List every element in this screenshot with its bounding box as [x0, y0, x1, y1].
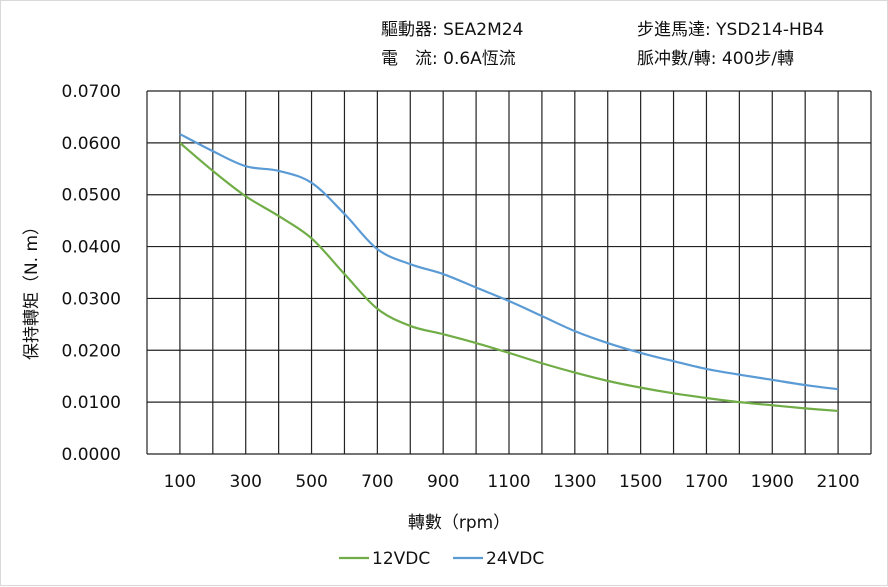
x-axis-title: 轉數（rpm） [408, 513, 510, 533]
x-tick-label: 1300 [553, 472, 596, 492]
motor-info: 步進馬達: YSD214-HB4 [637, 15, 824, 40]
y-tick-label: 0.0600 [62, 134, 121, 154]
y-tick-label: 0.0700 [62, 82, 121, 102]
grid [146, 90, 872, 455]
y-tick-label: 0.0300 [62, 289, 121, 309]
legend-label: 12VDC [372, 549, 430, 569]
x-tick-label: 700 [361, 472, 393, 492]
pulse-value: 400步/轉 [721, 49, 795, 69]
y-tick-label: 0.0500 [62, 186, 121, 206]
series-lines [179, 133, 839, 413]
legend: 12VDC 24VDC [339, 549, 544, 569]
series-line-24vdc [179, 133, 839, 391]
legend-label: 24VDC [486, 549, 544, 569]
y-tick-label: 0.0400 [62, 238, 121, 258]
current-label: 電 流: [381, 49, 438, 69]
x-tick-label: 900 [427, 472, 459, 492]
x-tick-label: 1100 [487, 472, 530, 492]
driver-info: 驅動器: SEA2M24 [381, 15, 523, 40]
y-axis-title: 保持轉矩（N. m） [22, 218, 42, 360]
driver-value: SEA2M24 [443, 20, 524, 40]
driver-label: 驅動器: [381, 20, 438, 40]
motor-label: 步進馬達: [637, 20, 711, 40]
x-tick-label: 100 [164, 472, 196, 492]
y-tick-label: 0.0100 [62, 393, 121, 413]
pulse-info: 脈冲數/轉: 400步/轉 [637, 44, 794, 69]
series-line-12vdc [179, 142, 839, 413]
x-tick-label: 1500 [619, 472, 662, 492]
x-tick-label: 1700 [685, 472, 728, 492]
x-tick-label: 300 [230, 472, 262, 492]
current-value: 0.6A恆流 [443, 49, 516, 69]
x-tick-label: 1900 [751, 472, 794, 492]
current-info: 電 流: 0.6A恆流 [381, 44, 516, 69]
x-tick-label: 500 [295, 472, 327, 492]
tick-labels: 0.0000 0.0100 0.0200 0.0300 0.0400 0.0500 0.06… [62, 82, 860, 492]
y-tick-label: 0.0200 [62, 341, 121, 361]
x-tick-label: 2100 [816, 472, 859, 492]
y-tick-label: 0.0000 [62, 445, 121, 465]
motor-value: YSD214-HB4 [716, 20, 825, 40]
pulse-label: 脈冲數/轉: [637, 49, 717, 69]
